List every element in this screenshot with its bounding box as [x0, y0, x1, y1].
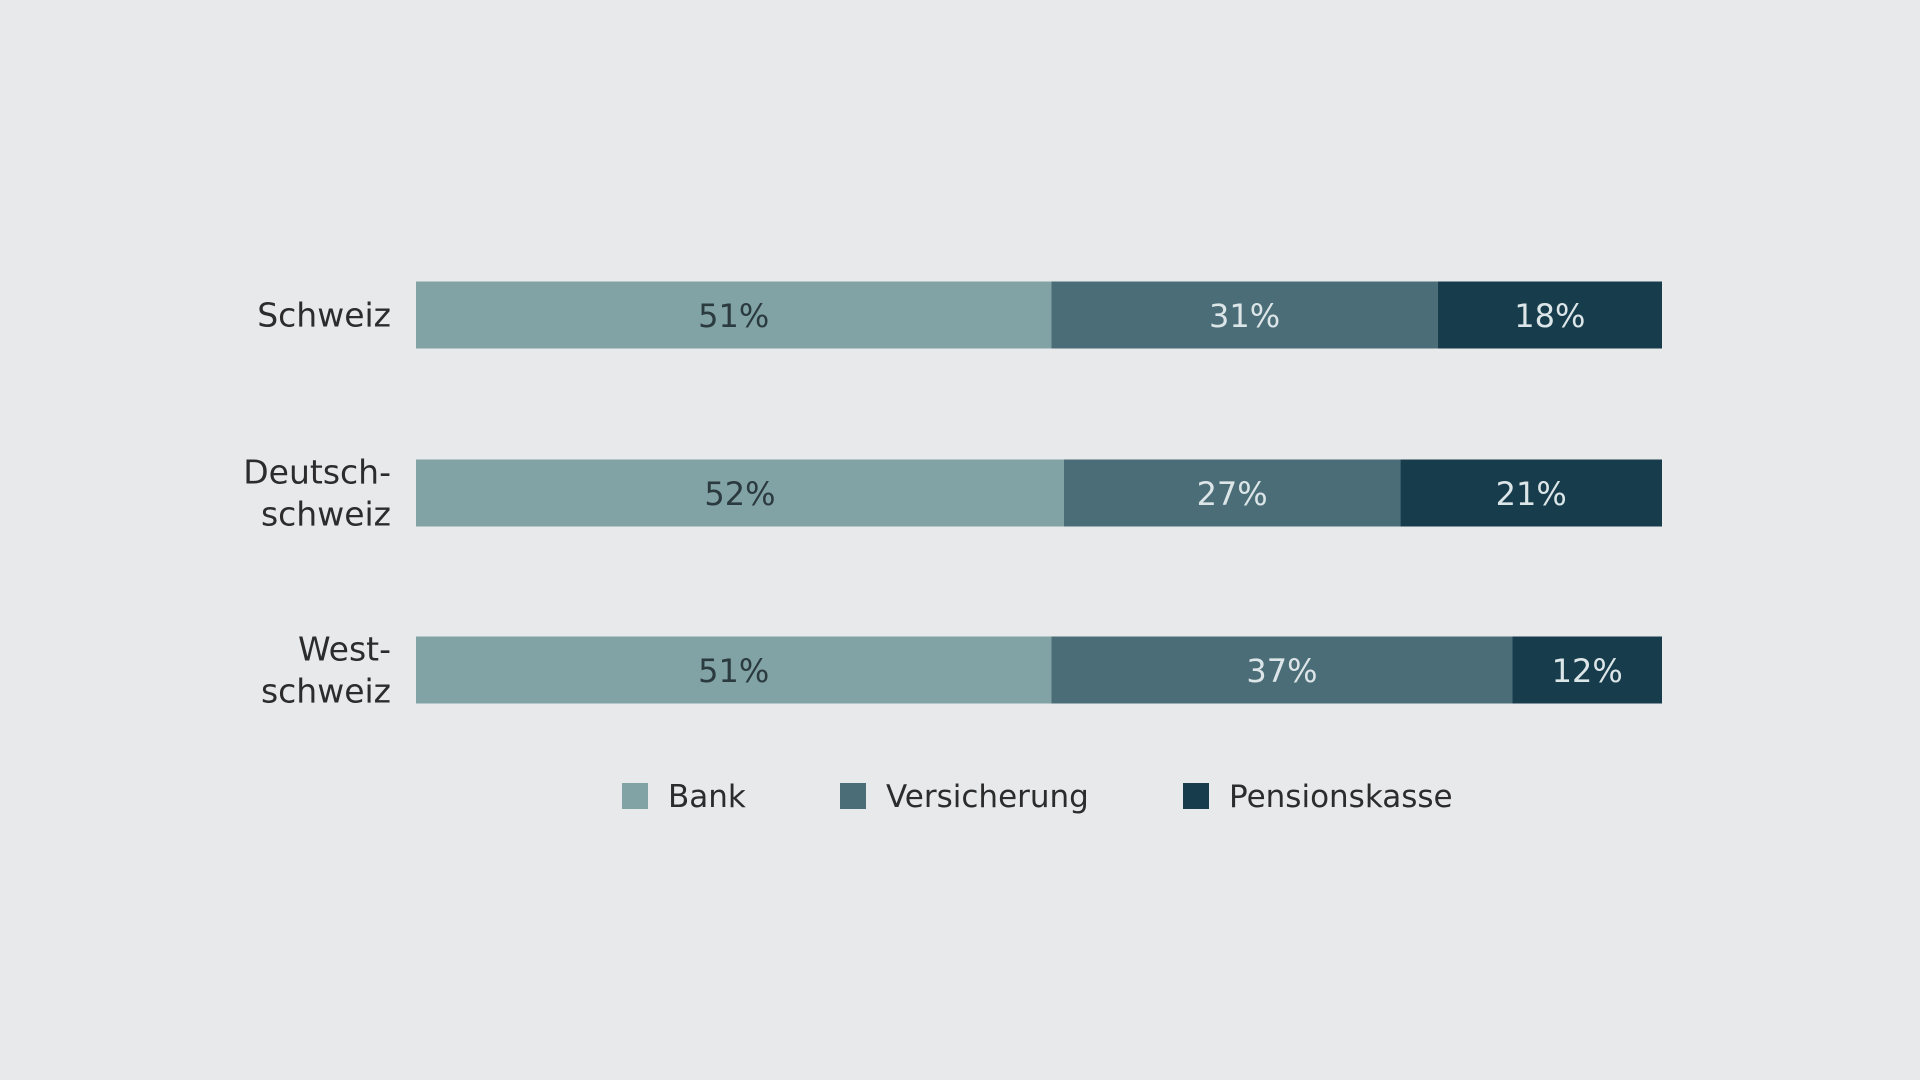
data-label: 21%	[1496, 475, 1567, 513]
bar-segment	[1051, 636, 1513, 704]
category-label: schweiz	[261, 672, 391, 711]
bar-segment	[1063, 459, 1401, 527]
bar-segment	[416, 459, 1064, 527]
category-label: Schweiz	[257, 296, 391, 335]
data-label: 31%	[1209, 297, 1280, 335]
data-label: 51%	[698, 652, 769, 690]
legend: Bank Versicherung Pensionskasse	[622, 779, 1453, 815]
bar-segment	[416, 636, 1052, 704]
category-label: Deutsch-	[243, 453, 391, 492]
legend-label: Bank	[668, 779, 746, 815]
legend-swatch	[840, 783, 866, 809]
category-label: schweiz	[261, 495, 391, 534]
bar-segment	[1512, 636, 1662, 704]
category-label: West-	[298, 630, 391, 669]
data-label: 52%	[704, 475, 775, 513]
data-label: 51%	[698, 297, 769, 335]
data-label: 27%	[1197, 475, 1268, 513]
legend-swatch	[622, 783, 648, 809]
legend-swatch	[1183, 783, 1209, 809]
data-label: 18%	[1514, 297, 1585, 335]
bars-group: 51% 31% 18% 52% 27% 21% 51% 37% 12%	[416, 281, 1662, 704]
data-label: 12%	[1552, 652, 1623, 690]
bar-segment	[416, 281, 1052, 349]
legend-label: Versicherung	[886, 779, 1089, 815]
data-label: 37%	[1246, 652, 1317, 690]
bar-segment	[1400, 459, 1662, 527]
legend-label: Pensionskasse	[1229, 779, 1453, 815]
bar-segment	[1051, 281, 1438, 349]
bar-segment	[1437, 281, 1662, 349]
